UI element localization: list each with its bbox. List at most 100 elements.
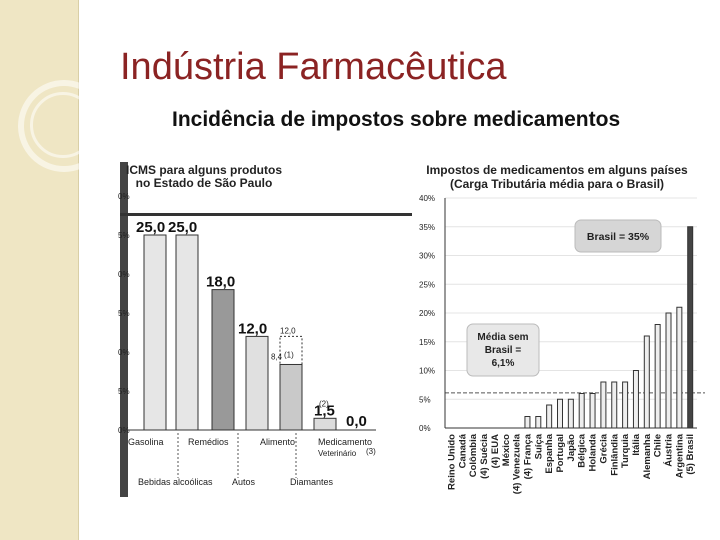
y-tick-label: 20% [419, 309, 435, 318]
bar [578, 393, 585, 429]
divider-horizontal [120, 213, 412, 216]
category-label: Portugal [555, 434, 566, 473]
category-label: Holanda [588, 433, 599, 471]
category-label: (4) Suécia [479, 433, 490, 479]
annotation-box [574, 219, 662, 253]
chart-title-line2: (Carga Tributária média para o Brasil) [450, 177, 664, 191]
bar [546, 404, 553, 429]
category-label: Autos [232, 477, 256, 487]
category-label: Bélgica [577, 433, 588, 468]
category-label: Medicamento [318, 437, 372, 447]
decorative-circle [18, 80, 110, 172]
bar [279, 335, 303, 431]
category-label: Itália [631, 433, 642, 455]
annotation-box [466, 323, 540, 377]
category-label: Diamantes [290, 477, 334, 487]
data-label: 0,0 [346, 413, 367, 430]
y-tick-label: 0% [118, 426, 130, 435]
y-tick-label: 0% [419, 424, 431, 433]
bar [600, 381, 607, 429]
chart-paises: Impostos de medicamentos em alguns paíse… [419, 163, 705, 494]
category-label: (4) França [522, 433, 533, 479]
bar [557, 398, 563, 429]
category-label: (5) Brasil [685, 434, 696, 475]
divider-vertical [120, 162, 128, 497]
bar [665, 312, 672, 429]
y-tick-label: 10% [419, 367, 435, 376]
data-label: 8,4 [271, 352, 283, 361]
bar [622, 381, 629, 429]
y-tick-label: 40% [419, 194, 435, 203]
chart-icms: ICMS para alguns produtos no Estado de S… [118, 163, 376, 487]
category-label: Chile [653, 434, 664, 457]
category-label: Veterinário [318, 449, 357, 458]
y-tick-label: 5% [118, 309, 130, 318]
category-label: Canadá [457, 433, 468, 468]
bar [211, 289, 235, 431]
slide-subtitle: Incidência de impostos sobre medicamento… [172, 108, 621, 131]
annotation-text: 6,1% [492, 358, 515, 369]
category-label: Alimento [260, 437, 295, 447]
y-tick-label: 0% [118, 192, 130, 201]
y-tick-label: 0% [118, 348, 130, 357]
category-label: Espanha [544, 433, 555, 473]
y-tick-label: 15% [419, 338, 435, 347]
y-tick-label: 5% [118, 387, 130, 396]
bar [175, 234, 199, 431]
footnote-mark: (2) [319, 399, 329, 408]
category-label: Turquia [620, 433, 631, 468]
bar [535, 416, 542, 429]
category-label: (4) Venezuela [512, 433, 523, 494]
bar [143, 234, 167, 431]
data-label: 18,0 [206, 274, 235, 291]
category-label: Grécia [598, 433, 609, 463]
category-label: Argentina [674, 433, 685, 478]
category-label: Suíça [533, 433, 544, 459]
y-tick-label: 35% [419, 223, 435, 232]
category-label: Gasolina [128, 437, 164, 447]
bar [313, 417, 337, 431]
bar [687, 226, 694, 429]
category-label: Bebidas alcoólicas [138, 477, 213, 487]
y-tick-label: 5% [118, 231, 130, 240]
bar [611, 381, 618, 429]
bar [245, 335, 269, 431]
bar [524, 416, 531, 429]
chart-title-line1: ICMS para alguns produtos [126, 163, 282, 177]
y-tick-label: 30% [419, 252, 435, 261]
decorative-circle [30, 92, 96, 158]
category-label: Alemanha [642, 433, 653, 479]
chart-title-line1: Impostos de medicamentos em alguns paíse… [426, 163, 688, 177]
footnote-mark: (1) [284, 350, 294, 359]
annotation-text: Brasil = 35% [587, 231, 650, 243]
slide-title: Indústria Farmacêutica [120, 46, 507, 88]
category-label: Japão [566, 434, 577, 462]
annotation-text: Média sem [477, 332, 528, 343]
category-label: Reino Unido [447, 434, 458, 490]
data-label: 25,0 [136, 219, 165, 236]
category-label: México [501, 434, 512, 466]
y-tick-label: 25% [419, 280, 435, 289]
bar [589, 393, 596, 429]
data-label: 12,0 [280, 326, 296, 335]
bar [676, 306, 683, 429]
category-label: Áustria [664, 433, 675, 466]
category-label: Colômbia [468, 433, 479, 477]
category-label: (4) EUA [490, 434, 501, 468]
annotation-text: Brasil = [485, 345, 522, 356]
bar [567, 398, 574, 429]
bar [632, 370, 639, 429]
category-label: Finlândia [609, 433, 620, 475]
footnote-mark: (3) [366, 447, 376, 456]
bar [279, 363, 303, 431]
y-tick-label: 5% [419, 395, 431, 404]
y-tick-label: 0% [118, 270, 130, 279]
slide-sidebar-decoration [0, 0, 110, 540]
bar [654, 324, 661, 429]
category-label: Remédios [188, 437, 229, 447]
data-label: 25,0 [168, 219, 197, 236]
bar [643, 335, 650, 429]
data-label: 12,0 [238, 320, 267, 337]
data-label: 1,5 [314, 402, 335, 419]
chart-title-line2: no Estado de São Paulo [136, 176, 273, 190]
